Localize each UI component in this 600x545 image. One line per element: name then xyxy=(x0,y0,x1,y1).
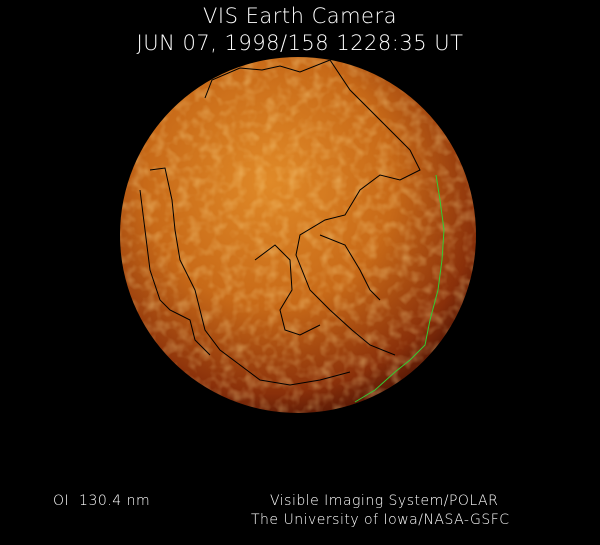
image-title: VIS Earth Camera xyxy=(203,4,397,28)
credit-institution: The University of Iowa/NASA-GSFC xyxy=(251,512,510,528)
credit-instrument: Visible Imaging System/POLAR xyxy=(270,493,499,509)
terminator-coastline xyxy=(354,174,445,403)
image-timestamp: JUN 07, 1998/158 1228:35 UT xyxy=(136,31,464,55)
coastline-outlines xyxy=(139,59,421,386)
filter-wavelength-label: OI 130.4 nm xyxy=(53,493,151,509)
earth-globe xyxy=(120,57,476,413)
